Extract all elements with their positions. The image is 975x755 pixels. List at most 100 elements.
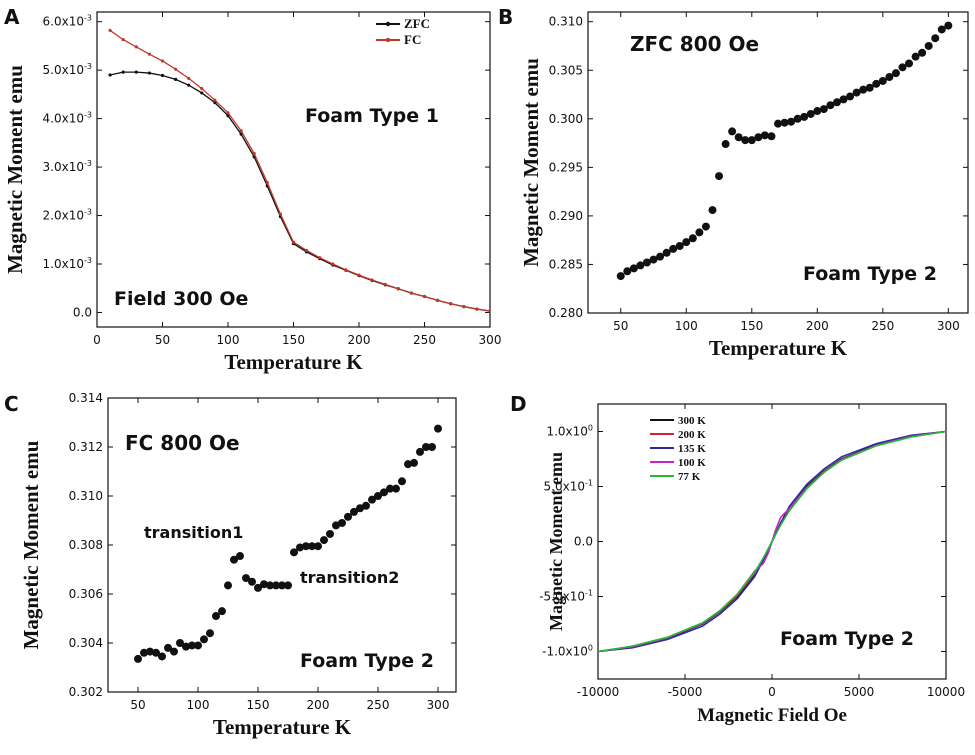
data-point	[905, 59, 914, 68]
data-point	[344, 268, 348, 272]
y-tick-label: -1.0x100	[542, 644, 593, 659]
data-point	[682, 238, 691, 247]
data-point	[662, 248, 671, 257]
data-point	[422, 443, 430, 451]
x-tick-label: 300	[937, 319, 960, 333]
annotation: ZFC 800 Oe	[630, 32, 759, 56]
data-point	[331, 262, 335, 266]
data-point	[254, 583, 262, 592]
data-point	[754, 133, 763, 142]
data-point	[212, 612, 220, 621]
y-tick-exponent: -3	[84, 159, 92, 168]
data-point	[885, 73, 894, 82]
data-point	[918, 48, 927, 57]
data-point	[396, 287, 400, 291]
panel-B: B 50 100 150 200 250 300 0.280 0.285 0.290 0.295 0.…	[498, 5, 969, 360]
data-point	[344, 512, 352, 521]
data-point	[318, 256, 322, 260]
plot-frame	[96, 11, 491, 328]
data-point	[826, 101, 835, 110]
data-point	[278, 212, 282, 216]
series-line	[109, 29, 490, 312]
y-tick-label: 5.0x10-1	[544, 479, 593, 494]
x-tick-label: 300	[479, 333, 502, 347]
y-tick-exponent: -3	[84, 208, 92, 217]
data-point	[428, 443, 436, 451]
legend-label: 77 K	[678, 471, 701, 483]
annotation: Foam Type 1	[305, 105, 439, 127]
x-tick-label: 200	[348, 333, 371, 347]
data-point	[780, 118, 789, 127]
panel-C: C 50 100 150 200 250 300 0.302 0.304 0.306 0.308 0.…	[4, 391, 457, 739]
y-tick-exponent: -3	[84, 256, 92, 265]
data-point	[616, 272, 625, 281]
y-axis-label: Magnetic Moment emu	[519, 58, 543, 267]
data-point	[218, 607, 226, 616]
data-point	[291, 240, 296, 244]
data-point	[813, 107, 822, 116]
data-point	[774, 119, 782, 128]
y-tick-label: 0.0	[574, 535, 593, 549]
data-point	[158, 652, 166, 661]
data-point	[236, 552, 244, 561]
data-point	[278, 581, 286, 590]
data-layer	[598, 430, 946, 653]
y-tick-label: 2.0x10-3	[43, 208, 92, 223]
legend-label: 300 K	[678, 415, 706, 427]
data-point	[226, 111, 230, 115]
data-point	[800, 112, 809, 121]
legend-label: 100 K	[678, 457, 706, 469]
data-point	[410, 458, 418, 467]
y-tick-exponent: -3	[84, 111, 92, 120]
data-point	[852, 88, 861, 97]
data-point	[370, 278, 374, 282]
data-point	[200, 86, 204, 91]
data-point	[760, 131, 769, 140]
data-point	[187, 83, 191, 87]
data-point	[170, 647, 178, 656]
data-point	[326, 529, 334, 538]
data-point	[174, 67, 178, 71]
data-point	[728, 127, 737, 136]
panel-label: C	[4, 392, 19, 416]
legend-label: ZFC	[404, 16, 430, 31]
x-tick-label: 0	[768, 685, 776, 699]
data-point	[734, 133, 743, 142]
data-point	[248, 577, 256, 586]
data-point	[121, 70, 125, 74]
x-axis-label: Temperature K	[213, 715, 352, 739]
data-layer	[108, 28, 490, 313]
data-point	[213, 98, 217, 102]
data-point	[176, 639, 184, 647]
data-point	[266, 581, 274, 590]
data-point	[230, 555, 238, 564]
data-point	[793, 114, 802, 123]
x-axis-label: Temperature K	[224, 350, 363, 374]
y-tick-label: 1.0x100	[546, 424, 593, 439]
data-point	[636, 261, 645, 270]
x-tick-label: 50	[130, 698, 145, 712]
data-point	[898, 63, 907, 72]
data-point	[302, 542, 310, 551]
data-point	[767, 132, 776, 141]
data-point	[146, 647, 154, 656]
y-tick-label: 3.0x10-3	[43, 159, 92, 174]
data-point	[747, 136, 756, 145]
data-layer	[616, 21, 953, 281]
series-data	[616, 21, 953, 281]
data-point	[649, 255, 658, 264]
data-point	[134, 654, 142, 663]
legend-label: FC	[404, 32, 421, 47]
y-axis-label: Magnetic Moment emu	[3, 65, 27, 274]
data-point	[265, 180, 269, 185]
data-point	[695, 228, 704, 237]
y-tick-label: 0.310	[69, 489, 103, 503]
data-point	[931, 34, 940, 43]
data-point	[368, 495, 376, 504]
data-point	[160, 59, 165, 63]
data-point	[436, 298, 440, 302]
data-point	[200, 635, 208, 644]
data-point	[332, 521, 340, 530]
y-tick-exponent: 0	[588, 644, 593, 653]
